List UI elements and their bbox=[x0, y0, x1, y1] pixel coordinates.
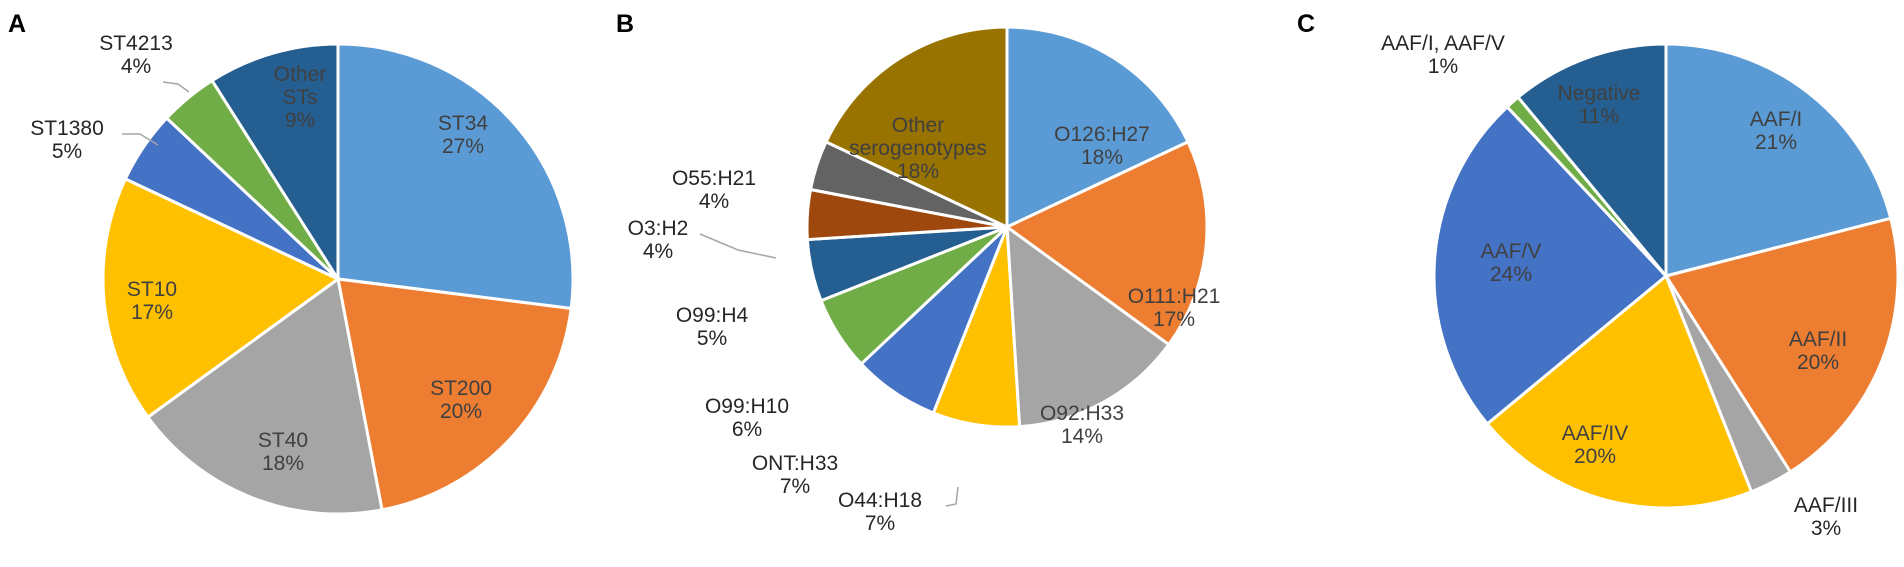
pie-slice-st10 bbox=[101, 176, 341, 420]
panel-letter-a: A bbox=[8, 10, 26, 38]
data-label: AAF/I, AAF/V 1% bbox=[1381, 32, 1505, 78]
data-label: AAF/IV 20% bbox=[1562, 422, 1629, 468]
pie-chart-b: O126:H27 18% O111:H21 17% O92:H33 14% O44:H18 7… bbox=[628, 25, 1221, 535]
data-label: ST10 17% bbox=[127, 278, 177, 324]
data-label: O126:H27 18% bbox=[1054, 123, 1150, 169]
pie-slice-other-sts bbox=[210, 42, 340, 285]
pie-slice-negative bbox=[1516, 42, 1668, 281]
data-label: O99:H10 6% bbox=[705, 395, 789, 441]
leader-line bbox=[122, 133, 159, 146]
leader-line bbox=[945, 486, 959, 507]
pie-slice-other-serogenotypes bbox=[824, 25, 1009, 230]
leader-line bbox=[162, 81, 190, 93]
data-label: ST4213 4% bbox=[99, 32, 173, 78]
data-label: AAF/V 24% bbox=[1481, 240, 1542, 286]
data-label: ST34 27% bbox=[438, 112, 489, 158]
data-label: O99:H4 5% bbox=[676, 304, 749, 350]
data-label: AAF/II 20% bbox=[1789, 328, 1847, 374]
data-label: Other serogenotypes 18% bbox=[849, 114, 987, 183]
data-label: Other STs 9% bbox=[274, 63, 327, 132]
pie-chart-a: ST34 27% ST200 20% ST40 18% ST10 17% ST1380 5% ST4… bbox=[30, 32, 575, 516]
data-label: AAF/I 21% bbox=[1750, 108, 1803, 154]
data-label: ONT:H33 7% bbox=[752, 452, 838, 498]
data-label: ST200 20% bbox=[430, 377, 492, 423]
pie-slice-aaf-v bbox=[1432, 104, 1669, 426]
pie-slice-st40 bbox=[145, 276, 384, 516]
data-label: O3:H2 4% bbox=[628, 217, 689, 263]
leader-line bbox=[699, 233, 777, 259]
pie-slice-o111-h21 bbox=[1004, 139, 1209, 347]
data-label: O111:H21 17% bbox=[1128, 285, 1221, 331]
data-label: O55:H21 4% bbox=[672, 167, 756, 213]
pie-slice-st34 bbox=[336, 42, 575, 311]
panel-letter-c: C bbox=[1297, 10, 1315, 38]
data-label: O44:H18 7% bbox=[838, 489, 922, 535]
pie-slice-o126-h27 bbox=[1005, 25, 1190, 230]
pie-slice-aaf-iv bbox=[1485, 273, 1754, 510]
panel-letter-b: B bbox=[616, 10, 634, 38]
pie-chart-c: AAF/I 21% AAF/II 20% AAF/III 3% AAF/IV 20% AAF/V… bbox=[1381, 32, 1900, 540]
pie-slice-aaf-ii bbox=[1663, 216, 1900, 474]
data-label: ST1380 5% bbox=[30, 117, 104, 163]
pie-slice-aaf-i bbox=[1664, 42, 1893, 278]
data-label: Negative 11% bbox=[1558, 82, 1641, 128]
pie-slice-o92-h33 bbox=[1005, 223, 1171, 429]
data-label: ST40 18% bbox=[258, 429, 308, 475]
pie-slice-st200 bbox=[336, 277, 573, 512]
data-label: O92:H33 14% bbox=[1040, 402, 1124, 448]
data-label: AAF/III 3% bbox=[1794, 494, 1858, 540]
